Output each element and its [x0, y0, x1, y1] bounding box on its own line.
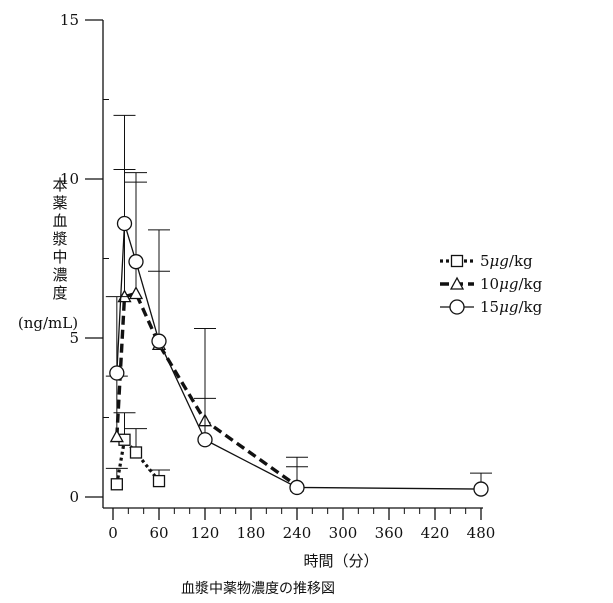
- data-point: [289, 479, 305, 496]
- y-title-char: 薬: [52, 194, 67, 212]
- series-square: [105, 412, 170, 491]
- y-tick-label: 0: [69, 488, 79, 506]
- x-tick-label: 480: [467, 524, 496, 542]
- y-tick-label: 10: [60, 170, 79, 188]
- y-title-unit: (ng/mL): [18, 314, 78, 332]
- legend-label: 5μg/kg: [480, 252, 533, 270]
- data-point: [197, 432, 213, 448]
- chart-caption: 血漿中薬物濃度の推移図: [181, 581, 335, 597]
- data-point: [473, 481, 489, 497]
- x-tick-label: 360: [375, 524, 404, 542]
- y-tick-label: 5: [69, 329, 79, 347]
- chart-legend: 5μg/kg 10μg/kg 15μg/kg: [440, 252, 543, 316]
- legend-label: 15μg/kg: [480, 298, 543, 316]
- data-point: [129, 446, 143, 459]
- legend-marker: [450, 254, 464, 268]
- legend-marker: [449, 299, 465, 315]
- x-tick-label: 180: [237, 524, 266, 542]
- y-title-char: 中: [52, 248, 67, 266]
- series-circle: [105, 114, 492, 497]
- chart-axes: 0 5 10 15 0 60 120 180 240 300 360 420 480: [60, 11, 495, 542]
- x-tick-label: 300: [329, 524, 358, 542]
- data-point: [128, 286, 144, 300]
- legend-item: 10μg/kg: [440, 275, 543, 293]
- series-line: [116, 222, 482, 490]
- x-tick-label: 60: [149, 524, 168, 542]
- series-layer: [105, 114, 492, 497]
- x-tick-label: 420: [421, 524, 450, 542]
- x-tick-label: 240: [283, 524, 312, 542]
- data-point: [109, 429, 124, 443]
- legend-item: 5μg/kg: [440, 252, 533, 270]
- x-axis-title: 時間（分）: [303, 552, 378, 570]
- data-point: [152, 474, 166, 488]
- y-title-char: 血: [52, 212, 67, 230]
- x-tick-label: 0: [108, 524, 118, 542]
- data-point: [128, 254, 144, 270]
- data-point: [110, 478, 123, 491]
- legend-item: 15μg/kg: [440, 298, 543, 316]
- y-tick-label: 15: [60, 11, 79, 29]
- x-tick-label: 120: [191, 524, 220, 542]
- y-title-char: 漿: [52, 230, 67, 248]
- legend-label: 10μg/kg: [480, 275, 543, 293]
- y-title-char: 本: [52, 176, 67, 194]
- y-title-char: 濃: [52, 266, 67, 284]
- y-title-char: 度: [52, 284, 67, 302]
- legend-marker: [449, 276, 465, 290]
- data-point: [151, 333, 167, 349]
- data-point: [109, 365, 125, 381]
- series-line: [115, 291, 298, 488]
- data-point: [116, 215, 133, 232]
- series-line: [115, 438, 161, 485]
